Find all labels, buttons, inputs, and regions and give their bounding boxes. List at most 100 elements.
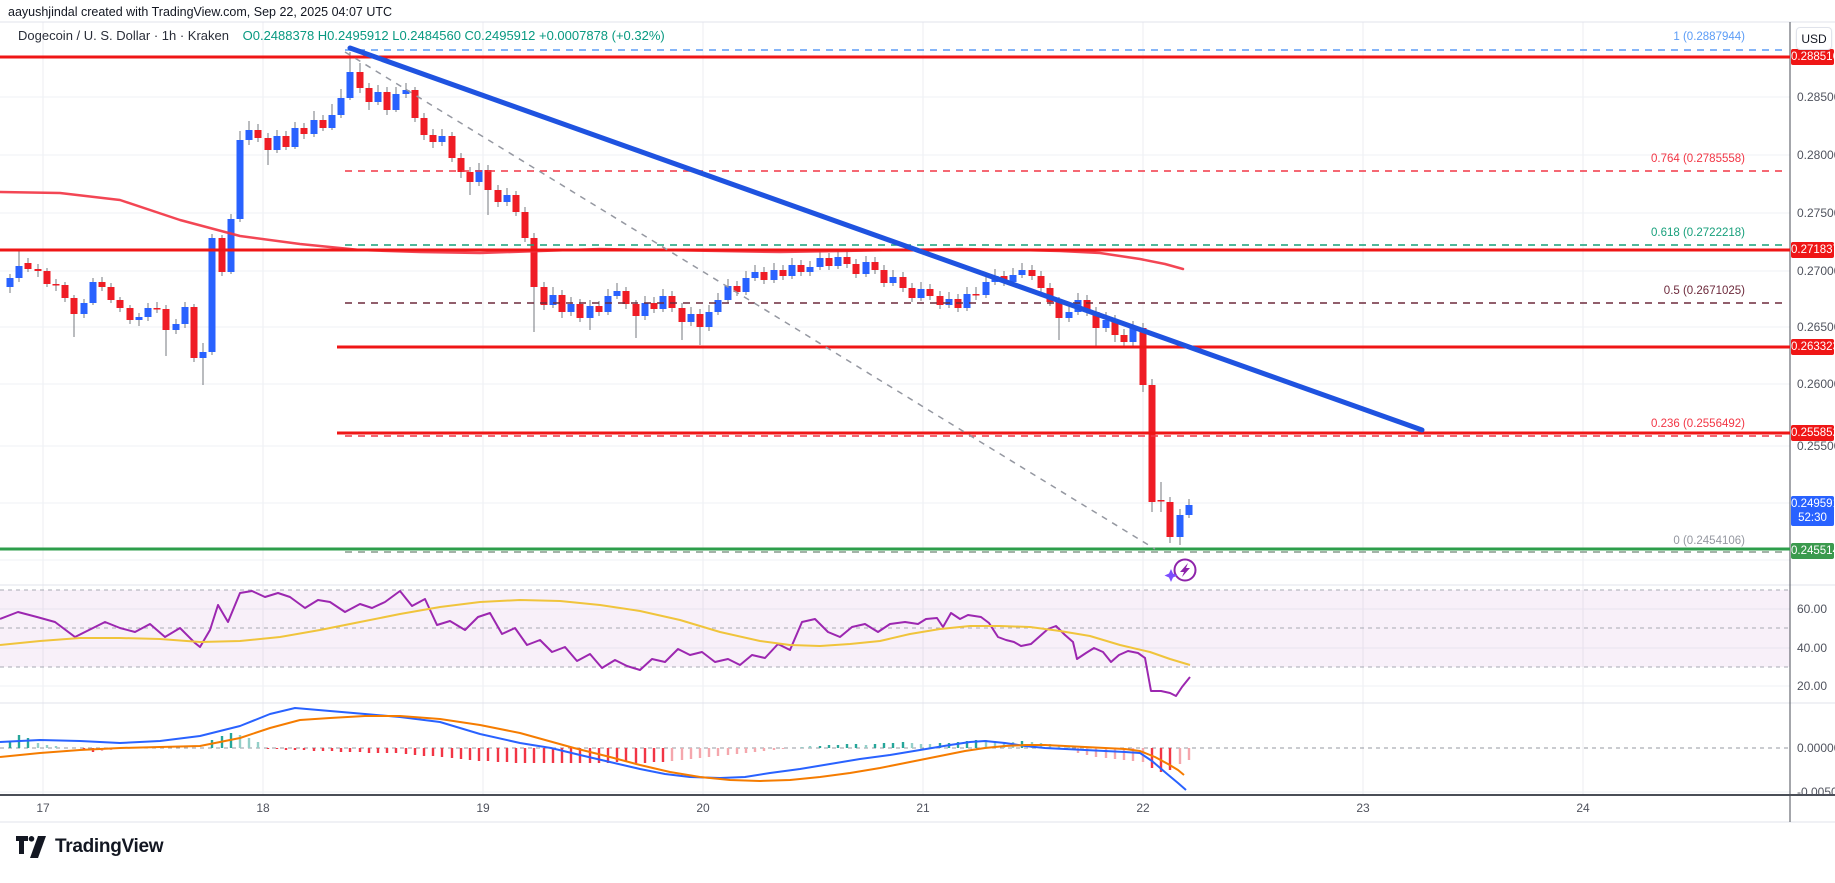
macd-histogram-bar	[670, 748, 674, 761]
price-tag-value: 0.2455148	[1791, 545, 1835, 557]
price-tag: 0.2558526	[1791, 425, 1835, 441]
candle-down	[1166, 502, 1174, 537]
candle-up	[567, 304, 575, 312]
macd-histogram-bar	[643, 748, 647, 763]
candle-down	[466, 172, 474, 182]
macd-histogram-bar	[597, 748, 601, 763]
rsi-line[interactable]	[0, 590, 1191, 697]
macd-histogram-bar	[1104, 748, 1108, 758]
attribution-text: aayushjindal created with TradingView.co…	[8, 5, 393, 19]
macd-histogram-bar	[726, 748, 730, 755]
macd-histogram-bar	[891, 743, 895, 748]
fib-diagonal-line[interactable]	[344, 51, 1156, 550]
macd-histogram-bar	[358, 748, 362, 752]
candle-down	[871, 262, 879, 270]
candle-up	[1102, 320, 1110, 328]
macd-histogram-bar	[8, 742, 12, 748]
candle-down	[530, 238, 538, 287]
symbol-title[interactable]: Dogecoin / U. S. Dollar · 1h · Kraken	[18, 28, 229, 43]
macd-histogram-bar	[781, 748, 785, 749]
candle-up	[80, 303, 88, 314]
price-axis-tick: 0.2750000	[1797, 206, 1835, 220]
macd-histogram-bar	[275, 748, 279, 749]
macd-histogram-bar	[376, 748, 380, 753]
macd-histogram-bar	[321, 748, 325, 751]
macd-histogram-bar	[1178, 748, 1182, 764]
candle-down	[1092, 312, 1100, 328]
macd-histogram-bar	[486, 748, 490, 761]
macd-histogram-bar	[348, 748, 352, 752]
candle-down	[972, 294, 980, 296]
currency-toggle-button[interactable]: USD	[1796, 27, 1832, 50]
candle-up	[6, 278, 14, 287]
macd-histogram-bar	[974, 740, 978, 748]
candle-up	[172, 324, 180, 330]
macd-histogram-bar	[808, 746, 812, 748]
price-tag: 0.2633236	[1791, 339, 1835, 355]
candle-down	[254, 130, 262, 138]
candle-down	[1157, 500, 1165, 502]
macd-histogram-bar	[827, 745, 831, 748]
candle-down	[668, 296, 676, 308]
candle-up	[806, 267, 814, 272]
fib-level-label: 0.618 (0.2722218)	[1651, 227, 1745, 239]
macd-histogram-bar	[496, 748, 500, 762]
candle-down	[162, 309, 170, 330]
candle-up	[788, 265, 796, 276]
macd-histogram-bar	[652, 748, 656, 762]
candle-down	[457, 158, 465, 172]
candle-down	[696, 314, 704, 327]
macd-histogram-bar	[36, 743, 40, 748]
macd-line[interactable]	[0, 707, 1187, 791]
candle-down	[760, 272, 768, 280]
candle-down	[880, 270, 888, 283]
macd-histogram-bar	[330, 748, 334, 751]
descending-trendline[interactable]	[347, 45, 1425, 433]
price-axis-tick: 0.2700000	[1797, 264, 1835, 278]
macd-histogram-bar	[247, 738, 251, 748]
macd-histogram-bar	[1002, 742, 1006, 748]
macd-histogram-bar	[624, 748, 628, 762]
macd-histogram-bar	[266, 748, 270, 749]
candle-down	[264, 138, 272, 150]
candle-down	[797, 265, 805, 272]
rsi-ma-line[interactable]	[0, 599, 1191, 666]
candle-up	[714, 300, 722, 312]
candle-down	[595, 306, 603, 312]
macd-histogram-bar	[514, 748, 518, 763]
macd-histogram-bar	[385, 748, 389, 753]
candle-up	[135, 317, 143, 320]
macd-histogram-bar	[394, 748, 398, 753]
macd-signal-line[interactable]	[0, 715, 1185, 782]
candle-up	[346, 72, 354, 98]
time-axis-tick: 17	[36, 801, 50, 815]
macd-histogram-bar	[238, 735, 242, 748]
macd-histogram-bar	[1150, 748, 1154, 768]
candle-up	[374, 92, 382, 102]
fib-level-label: 0.5 (0.2671025)	[1663, 285, 1745, 297]
macd-histogram-bar	[993, 741, 997, 748]
price-tag-value: 0.2558526	[1791, 427, 1835, 439]
time-axis-tick: 18	[256, 801, 270, 815]
candle-down	[936, 296, 944, 305]
macd-histogram-bar	[698, 748, 702, 758]
candle-down	[521, 212, 529, 238]
chart-legend[interactable]: Dogecoin / U. S. Dollar · 1h · Kraken O0…	[18, 28, 665, 43]
candle-down	[512, 195, 520, 212]
candle-down	[282, 136, 290, 147]
candle-up	[475, 170, 483, 182]
time-axis-tick: 23	[1356, 801, 1370, 815]
candle-up	[227, 219, 235, 272]
candle-up	[945, 299, 953, 305]
tradingview-logo[interactable]: TradingView	[16, 836, 164, 858]
price-tag: 0.2495912 52:30	[1791, 496, 1835, 526]
candle-down	[61, 285, 69, 298]
candle-down	[70, 298, 78, 314]
candle-up	[687, 314, 695, 322]
candle-down	[558, 295, 566, 312]
candle-down	[356, 72, 364, 88]
macd-histogram-bar	[440, 748, 444, 757]
macd-histogram-bar	[744, 748, 748, 753]
macd-histogram-bar	[523, 748, 527, 763]
